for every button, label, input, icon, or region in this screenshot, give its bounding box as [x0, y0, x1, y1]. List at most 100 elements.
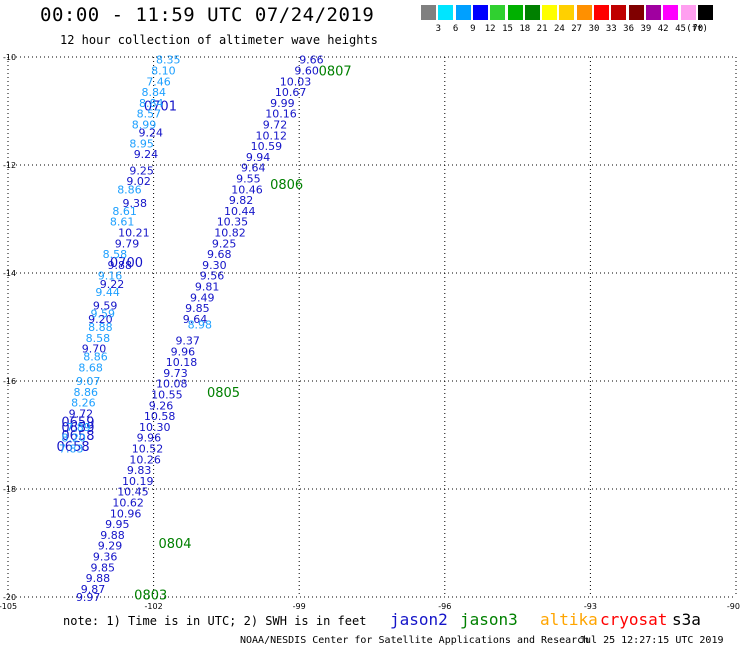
- wave-height-label: 10.52: [132, 443, 164, 456]
- scale-swatch: [663, 5, 679, 20]
- scale-swatch: [611, 5, 627, 20]
- wave-height-label: 10.82: [214, 227, 246, 240]
- scale-label: 39: [640, 24, 652, 34]
- wave-height-label: 10.08: [156, 378, 188, 391]
- wave-height-label: 9.55: [236, 173, 261, 186]
- wave-height-label: 9.81: [195, 281, 220, 294]
- scale-label: 21: [536, 24, 548, 34]
- scale-swatch: [438, 5, 454, 20]
- scale-label: 12: [484, 24, 496, 34]
- wave-height-label: 9.22: [100, 278, 125, 291]
- wave-height-label: 9.64: [183, 313, 208, 326]
- legend-s3a: s3a: [672, 610, 701, 629]
- legend-cryosat: cryosat: [600, 610, 668, 629]
- wave-height-label: 9.83: [127, 464, 152, 477]
- legend-jason2: jason2: [390, 610, 448, 629]
- scale-swatch: [455, 5, 471, 20]
- pass-time-label: 0803: [134, 588, 167, 603]
- wave-height-label: 9.60: [294, 65, 319, 78]
- wave-height-label: 9.94: [246, 151, 271, 164]
- scale-label: 9: [470, 24, 476, 34]
- wave-height-label: 8.99: [132, 119, 157, 132]
- wave-height-label: 8.68: [78, 362, 103, 375]
- wave-height-label: 8.58: [103, 248, 128, 261]
- scale-label: 27: [571, 24, 583, 34]
- scale-label: 15: [502, 24, 513, 34]
- wave-height-label: 9.96: [171, 345, 196, 358]
- wave-height-label: 9.88: [107, 259, 132, 272]
- wave-height-label: 9.30: [202, 259, 227, 272]
- pass-time-label: 0807: [319, 65, 352, 80]
- scale-label: 70: [692, 24, 704, 34]
- wave-height-label: 8.86: [117, 183, 142, 196]
- scale-label: 3: [435, 24, 441, 34]
- wave-height-label: 8.26: [71, 397, 96, 410]
- wave-height-label: 9.72: [263, 119, 288, 132]
- wave-height-label: 9.38: [123, 197, 148, 210]
- wave-height-label: 8.61: [112, 205, 137, 218]
- wave-height-label: 9.37: [175, 335, 200, 348]
- wave-height-label: 8.84: [141, 86, 166, 99]
- wave-height-label: 10.16: [265, 108, 297, 121]
- pass-time-label: 0804: [158, 537, 191, 552]
- wave-height-label: 10.45: [117, 486, 149, 499]
- y-tick-label: -18: [3, 485, 16, 494]
- wave-height-label: 10.96: [110, 507, 142, 520]
- wave-height-label: 9.97: [76, 591, 101, 604]
- y-tick-label: -12: [3, 161, 16, 170]
- wave-height-label: 9.29: [98, 540, 123, 553]
- scale-unit: (ft): [686, 24, 708, 34]
- x-tick-label: -99: [293, 602, 306, 611]
- wave-height-label: 9.85: [91, 561, 116, 574]
- wave-height-label: 9.66: [299, 54, 324, 67]
- generated-timestamp: Jul 25 12:27:15 UTC 2019: [579, 635, 724, 646]
- wave-height-label: 8.84: [139, 97, 164, 110]
- scale-swatch: [594, 5, 609, 20]
- chart-subtitle: 12 hour collection of altimeter wave hei…: [60, 33, 378, 47]
- wave-height-label: 9.24: [134, 148, 159, 161]
- wave-height-label: 8.10: [151, 65, 176, 78]
- scale-swatch: [628, 5, 644, 20]
- wave-height-label: 9.64: [241, 162, 266, 175]
- wave-height-label: 9.44: [95, 286, 120, 299]
- wave-height-label: 9.68: [207, 248, 232, 261]
- wave-height-label: 9.87: [81, 583, 106, 596]
- scale-swatch: [507, 5, 523, 20]
- pass-time-label: 0805: [207, 386, 240, 401]
- pass-time-label: 0658: [61, 429, 94, 444]
- wave-height-label: 10.44: [224, 205, 256, 218]
- wave-height-label: 9.20: [88, 313, 113, 326]
- wave-height-label: 8.95: [129, 137, 154, 150]
- scale-label: 42: [657, 24, 669, 34]
- wave-height-label: 10.59: [251, 140, 283, 153]
- scale-swatch: [490, 5, 506, 20]
- wave-height-label: 10.26: [129, 453, 161, 466]
- pass-time-label: 0700: [110, 256, 143, 271]
- wave-height-label: 10.18: [166, 356, 198, 369]
- scale-swatch: [421, 5, 436, 20]
- pass-time-label: 0806: [270, 178, 303, 193]
- legend-altika: altika: [540, 610, 598, 629]
- wave-height-label: 9.36: [93, 551, 118, 564]
- wave-height-label: 8.58: [86, 332, 111, 345]
- wave-height-label: 9.25: [129, 164, 154, 177]
- scale-label: 24: [553, 24, 565, 34]
- x-tick-label: -90: [727, 602, 740, 611]
- scale-swatch: [576, 5, 592, 20]
- y-tick-label: -10: [3, 53, 16, 62]
- scale-label: 6: [452, 24, 459, 34]
- wave-height-label: 8.35: [156, 54, 181, 67]
- pass-time-label: 0658: [57, 440, 90, 455]
- wave-height-label: 9.96: [137, 432, 162, 445]
- wave-height-label: 9.07: [76, 375, 101, 388]
- wave-height-label: 10.21: [118, 227, 150, 240]
- scale-swatch: [645, 5, 661, 20]
- wave-height-label: 8.98: [188, 318, 213, 331]
- scale-label: 18: [519, 24, 531, 34]
- x-tick-label: -96: [438, 602, 451, 611]
- wave-height-label: 9.88: [100, 529, 125, 542]
- footnote: note: 1) Time is in UTC; 2) SWH is in fe…: [63, 614, 367, 628]
- wave-height-label: 10.19: [122, 475, 154, 488]
- wave-height-label: 9.82: [229, 194, 254, 207]
